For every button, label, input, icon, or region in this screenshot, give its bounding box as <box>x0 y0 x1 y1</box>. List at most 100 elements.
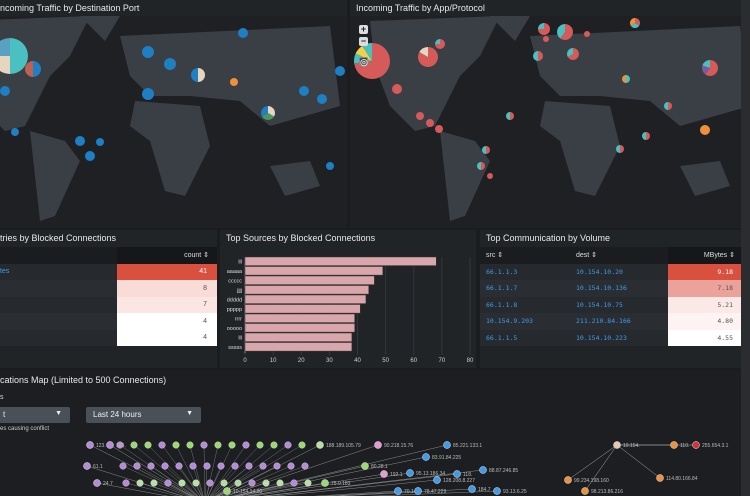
pie-marker[interactable] <box>261 106 275 120</box>
network-node[interactable] <box>192 479 200 487</box>
pie-marker[interactable] <box>238 28 248 38</box>
network-node[interactable] <box>468 485 476 493</box>
network-node[interactable] <box>130 441 138 449</box>
network-node[interactable] <box>122 479 130 487</box>
network-node[interactable] <box>692 441 700 449</box>
dest-cell[interactable]: 10.154.10.20 <box>576 267 623 276</box>
network-node[interactable] <box>158 441 166 449</box>
network-node[interactable] <box>433 476 441 484</box>
network-node[interactable] <box>493 487 501 495</box>
network-node[interactable] <box>106 441 114 449</box>
network-node[interactable] <box>273 462 281 470</box>
network-node[interactable] <box>93 479 101 487</box>
bar[interactable] <box>244 313 355 323</box>
pie-marker[interactable] <box>616 145 624 153</box>
pie-marker[interactable] <box>622 75 630 83</box>
pie-marker[interactable] <box>0 86 10 96</box>
network-node[interactable] <box>453 470 461 478</box>
network-node[interactable] <box>284 441 292 449</box>
network-node[interactable] <box>479 466 487 474</box>
pie-marker[interactable] <box>487 173 493 179</box>
network-node[interactable] <box>217 462 225 470</box>
table-row[interactable]: 4 <box>0 313 217 330</box>
network-node[interactable] <box>262 479 270 487</box>
pie-marker[interactable] <box>538 23 550 35</box>
table-row[interactable]: 10.154.9.203 211.210.84.166 4.80 <box>480 313 741 330</box>
pie-marker[interactable] <box>96 138 104 146</box>
network-node[interactable] <box>613 441 621 449</box>
country-cell[interactable] <box>0 280 117 297</box>
network-node[interactable] <box>133 462 141 470</box>
network-node[interactable] <box>276 479 284 487</box>
pie-marker[interactable] <box>85 151 95 161</box>
src-header[interactable]: src ⇕ <box>486 252 504 260</box>
pie-marker[interactable] <box>354 43 390 79</box>
pie-marker[interactable] <box>25 61 41 77</box>
network-node[interactable] <box>394 487 402 495</box>
network-node[interactable] <box>136 479 144 487</box>
pie-marker[interactable] <box>477 162 485 170</box>
network-node[interactable] <box>172 441 180 449</box>
pie-marker[interactable] <box>700 125 710 135</box>
pie-marker[interactable] <box>543 36 549 42</box>
network-node[interactable] <box>259 462 267 470</box>
bar[interactable] <box>244 275 375 285</box>
time-range-select[interactable]: Last 24 hours ▼ <box>86 407 201 423</box>
src-cell[interactable]: 66.1.1.8 <box>486 300 518 309</box>
dest-header[interactable]: dest ⇕ <box>576 252 598 260</box>
world-map[interactable] <box>0 16 347 228</box>
pie-marker[interactable] <box>482 146 490 154</box>
network-node[interactable] <box>287 462 295 470</box>
bar[interactable] <box>244 285 369 295</box>
network-node[interactable] <box>164 479 172 487</box>
pie-marker[interactable] <box>584 31 590 37</box>
table-row[interactable]: 7 <box>0 296 217 314</box>
count-header[interactable]: count ⇕ <box>117 247 217 264</box>
network-node[interactable] <box>298 441 306 449</box>
bar[interactable] <box>244 294 367 304</box>
pie-marker[interactable] <box>702 60 718 76</box>
pie-marker[interactable] <box>557 24 573 40</box>
pie-marker[interactable] <box>435 39 445 49</box>
network-node[interactable] <box>290 479 298 487</box>
src-cell[interactable]: 66.1.1.3 <box>486 267 518 276</box>
table-row[interactable]: 8 <box>0 280 217 297</box>
network-node[interactable] <box>316 441 324 449</box>
network-node[interactable] <box>581 487 589 495</box>
pie-marker[interactable] <box>435 125 443 133</box>
mbytes-header[interactable]: MBytes ⇕ <box>668 247 741 264</box>
bar[interactable] <box>244 342 353 352</box>
network-node[interactable] <box>301 462 309 470</box>
network-node[interactable] <box>147 462 155 470</box>
network-node[interactable] <box>231 462 239 470</box>
bar[interactable] <box>244 332 353 342</box>
src-cell[interactable]: 10.154.9.203 <box>486 317 533 326</box>
network-node[interactable] <box>256 441 264 449</box>
country-cell[interactable]: tes <box>0 268 10 276</box>
pie-marker[interactable] <box>142 46 154 58</box>
network-node[interactable] <box>206 479 214 487</box>
country-cell[interactable] <box>0 297 117 314</box>
network-node[interactable] <box>119 462 127 470</box>
pie-marker[interactable] <box>567 48 579 60</box>
bar[interactable] <box>244 323 355 333</box>
pie-marker[interactable] <box>416 112 424 120</box>
network-node[interactable] <box>321 479 329 487</box>
network-node[interactable] <box>443 441 451 449</box>
network-node[interactable] <box>374 441 382 449</box>
src-cell[interactable]: 66.1.1.5 <box>486 333 518 342</box>
table-row[interactable]: 4 <box>0 329 217 346</box>
network-node[interactable] <box>86 441 94 449</box>
network-node[interactable] <box>186 441 194 449</box>
dest-cell[interactable]: 211.210.84.166 <box>576 317 631 326</box>
network-node[interactable] <box>116 441 124 449</box>
pie-marker[interactable] <box>317 94 327 104</box>
pie-marker[interactable] <box>299 86 309 96</box>
bar[interactable] <box>244 304 361 314</box>
pie-marker[interactable] <box>164 58 176 70</box>
network-node[interactable] <box>144 441 152 449</box>
network-node[interactable] <box>223 487 231 495</box>
bar[interactable] <box>244 256 437 266</box>
pie-marker[interactable] <box>191 68 205 82</box>
table-row[interactable]: tes 41 <box>0 263 217 280</box>
